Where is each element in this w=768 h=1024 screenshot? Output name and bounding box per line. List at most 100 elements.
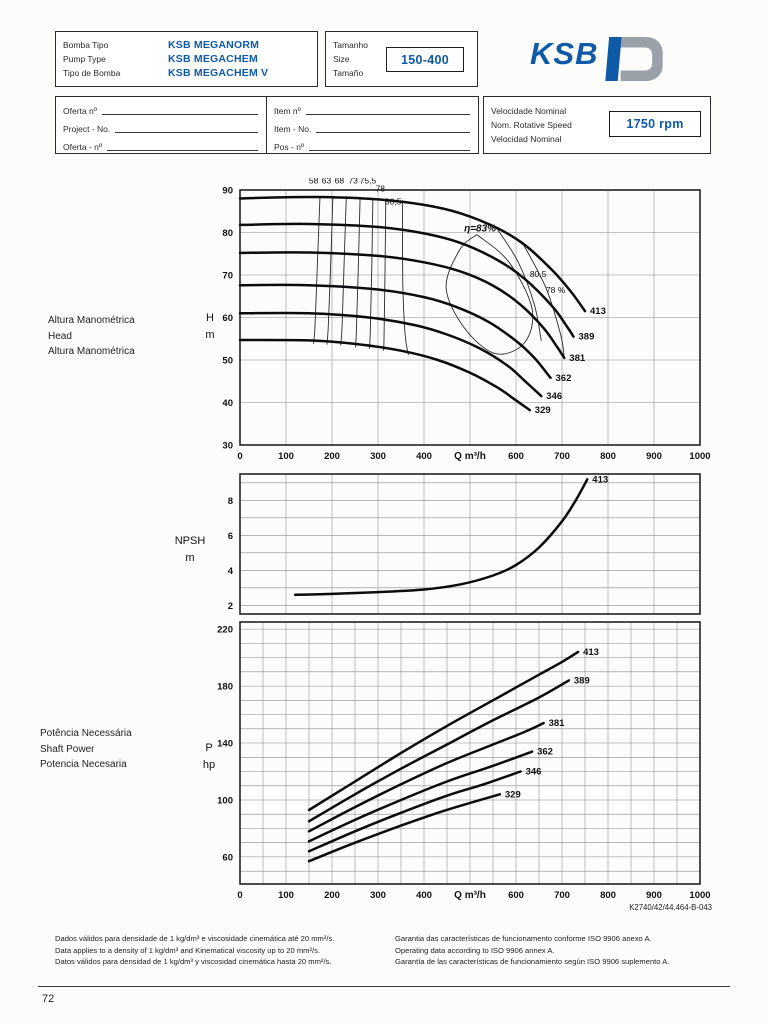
svg-text:Q m³/h: Q m³/h	[454, 890, 486, 901]
svg-text:200: 200	[324, 890, 340, 901]
ksb-logo-text: KSB	[530, 36, 599, 71]
svg-text:68: 68	[335, 178, 345, 186]
svg-text:900: 900	[646, 451, 662, 462]
size-value-box: 150-400	[386, 47, 464, 72]
svg-text:78: 78	[376, 184, 386, 194]
speed-label-pt: Velocidade Nominal	[491, 106, 567, 116]
pump-model-3: KSB MEGACHEM V	[168, 67, 269, 79]
item-no-row-es: Pos - nº	[267, 136, 478, 154]
head-chart-caption: Altura Manométrica Head Altura Manométri…	[48, 313, 135, 360]
item-no-row-en: Item - No.	[267, 118, 478, 136]
item-no-fillline-es	[309, 150, 470, 151]
head-caption-en: Head	[48, 330, 72, 342]
footnote-density-pt: Dados válidos para densidade de 1 kg/dm³…	[55, 934, 335, 943]
head-flow-chart: 413 389 381 362 346 329 58 63 68 73 75,578 80,5 η=83…	[222, 178, 710, 462]
power-chart-caption: Potência Necessária Shaft Power Potencia…	[40, 726, 132, 773]
svg-text:73: 73	[348, 178, 358, 186]
head-axis-unit-m: m	[205, 329, 215, 341]
svg-text:800: 800	[600, 451, 616, 462]
item-no-label-en: Item - No.	[274, 124, 312, 134]
svg-text:381: 381	[549, 718, 566, 729]
footnote-iso-es: Garantía de las características de funci…	[395, 957, 670, 966]
npsh-chart: 413 2 4 6 8	[228, 473, 701, 615]
item-no-label-pt: Item nº	[274, 106, 301, 116]
npsh-axis-unit-m: m	[185, 552, 195, 564]
item-no-fillline-en	[316, 132, 470, 133]
svg-text:100: 100	[217, 796, 233, 807]
svg-text:300: 300	[370, 451, 386, 462]
svg-text:900: 900	[646, 890, 662, 901]
svg-text:413: 413	[592, 474, 608, 485]
svg-text:8: 8	[228, 496, 233, 507]
pump-type-values: KSB MEGANORM KSB MEGACHEM KSB MEGACHEM V	[164, 32, 268, 86]
speed-labels: Velocidade Nominal Nom. Rotative Speed V…	[484, 97, 710, 146]
item-no-label-es: Pos - nº	[274, 142, 305, 152]
svg-text:600: 600	[508, 890, 524, 901]
svg-text:413: 413	[583, 647, 599, 658]
svg-text:4: 4	[228, 566, 234, 577]
size-label-pt: Tamanho	[333, 40, 368, 50]
power-axis-letter: P	[205, 742, 213, 754]
svg-text:Q m³/h: Q m³/h	[454, 451, 486, 462]
head-caption-es: Altura Manométrica	[48, 346, 135, 357]
power-axis-unit: P hp	[196, 740, 222, 774]
svg-text:220: 220	[217, 625, 233, 636]
npsh-axis-letter: NPSH	[174, 535, 206, 547]
svg-text:346: 346	[526, 767, 542, 778]
item-no-fillline-pt	[305, 114, 470, 115]
svg-text:400: 400	[416, 451, 432, 462]
project-no-label-en: Project - No.	[63, 124, 111, 134]
svg-text:60: 60	[222, 852, 233, 863]
project-no-row-es: Oferta - nº	[56, 136, 266, 154]
svg-text:60: 60	[222, 313, 233, 324]
project-no-fillline-pt	[101, 114, 258, 115]
svg-text:80,5: 80,5	[530, 269, 547, 279]
size-label-es: Tamaño	[333, 68, 364, 78]
svg-text:70: 70	[222, 271, 233, 282]
pump-type-label-es: Tipo de Bomba	[63, 68, 121, 78]
svg-text:80,5: 80,5	[385, 197, 402, 207]
footer-notes-right: Garantia das características de funciona…	[395, 933, 725, 968]
svg-text:700: 700	[554, 890, 570, 901]
project-no-fillline-es	[107, 150, 258, 151]
svg-text:200: 200	[324, 451, 340, 462]
item-no-row-pt: Item nº	[267, 100, 478, 118]
svg-text:1000: 1000	[689, 451, 710, 462]
power-caption-pt: Potência Necessária	[40, 728, 132, 739]
svg-text:6: 6	[228, 531, 233, 542]
page-number: 72	[42, 993, 55, 1005]
svg-text:389: 389	[579, 332, 595, 343]
size-box: Tamanho Size Tamaño 150-400	[325, 31, 478, 87]
pump-model-1: KSB MEGANORM	[168, 39, 260, 51]
footnote-density-en: Data applies to a density of 1 kg/dm³ an…	[55, 945, 321, 955]
svg-text:381: 381	[569, 353, 586, 364]
svg-text:329: 329	[505, 789, 521, 800]
speed-label-es: Velocidad Nominal	[491, 134, 562, 144]
speed-value: 1750 rpm	[626, 117, 684, 131]
svg-text:362: 362	[537, 747, 553, 758]
npsh-axis-unit: NPSH m	[166, 533, 214, 567]
footnote-density-es: Datos válidos para densidad de 1 kg/dm³ …	[55, 957, 332, 966]
project-no-label-es: Oferta - nº	[63, 142, 103, 152]
pump-model-2: KSB MEGACHEM	[168, 53, 258, 65]
svg-text:300: 300	[370, 890, 386, 901]
svg-text:362: 362	[556, 373, 572, 384]
svg-text:50: 50	[222, 356, 233, 367]
footnote-iso-pt: Garantia das características de funciona…	[395, 934, 652, 943]
power-caption-es: Potencia Necesaria	[40, 759, 127, 770]
svg-text:40: 40	[222, 398, 233, 409]
power-chart: 413 389 381 362 346 329 0 100 200 300 400 600 700 800…	[217, 621, 711, 901]
svg-text:100: 100	[278, 451, 294, 462]
curve-reference-number: K2740/42/44.464-B-043	[629, 903, 712, 912]
speed-label-en: Nom. Rotative Speed	[491, 120, 572, 130]
svg-text:63: 63	[322, 178, 332, 186]
project-no-label-pt: Oferta nº	[63, 106, 97, 116]
speed-value-box: 1750 rpm	[609, 111, 701, 137]
head-axis-letter: H	[206, 312, 214, 324]
project-no-row-pt: Oferta nº	[56, 100, 266, 118]
svg-text:346: 346	[546, 391, 562, 402]
svg-text:0: 0	[237, 451, 242, 462]
project-no-box: Oferta nº Project - No. Oferta - nº	[55, 96, 267, 154]
size-value: 150-400	[401, 52, 449, 67]
svg-text:413: 413	[590, 306, 606, 317]
